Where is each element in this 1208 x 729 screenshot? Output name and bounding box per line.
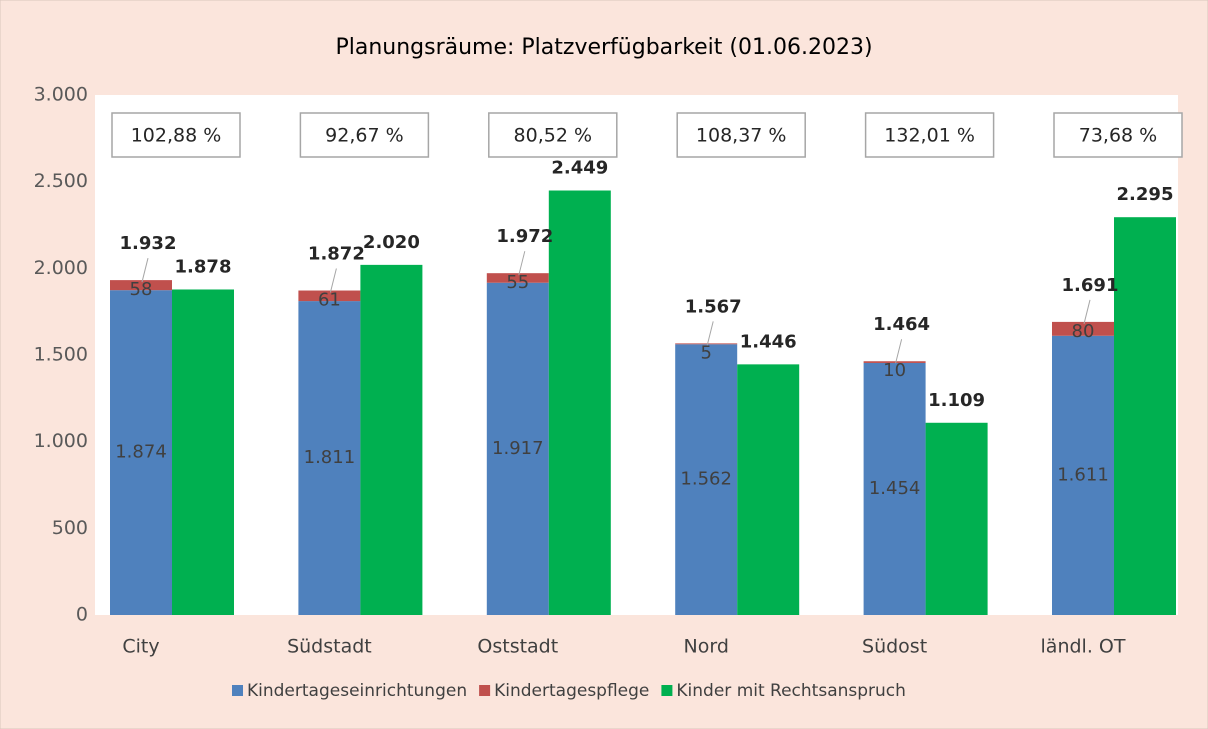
legend-label: Kinder mit Rechtsanspruch [676, 681, 906, 701]
x-tick-label: Nord [684, 636, 729, 658]
y-tick-label: 1.500 [34, 344, 88, 366]
segment-label: 80 [1072, 321, 1095, 342]
legend-swatch [479, 685, 491, 696]
bar-segment [863, 362, 926, 615]
bar-segment [1052, 321, 1114, 336]
value-label: 2.020 [363, 232, 420, 253]
value-label: 1.109 [928, 390, 985, 411]
annotation: 92,67 % [325, 125, 404, 147]
total-label: 1.972 [496, 226, 553, 247]
segment-label: 61 [318, 290, 341, 311]
y-tick-label: 0 [76, 604, 88, 626]
bar-segment [298, 301, 361, 615]
annotation: 73,68 % [1079, 125, 1158, 147]
bar-segment [172, 289, 234, 615]
annotation-box [1053, 112, 1183, 158]
legend-swatch [661, 685, 673, 696]
legend-swatch [232, 685, 243, 696]
x-tick-label: City [122, 636, 159, 658]
chart-title: Planungsräume: Platzverfügbarkeit (01.06… [335, 35, 872, 60]
leader-line [895, 339, 903, 364]
leader-line [141, 257, 149, 283]
segment-label: 1.454 [869, 478, 921, 499]
bar-segment [737, 364, 800, 615]
segment-label: 1.611 [1057, 464, 1109, 485]
y-tick-label: 2.000 [34, 257, 88, 279]
legend-label: Kindertagespflege [494, 681, 649, 701]
bar-segment [675, 344, 738, 615]
total-label: 1.872 [308, 244, 365, 265]
total-label: 1.464 [873, 314, 930, 335]
x-tick-label: Südost [862, 636, 927, 658]
bar-segment [486, 273, 549, 283]
y-tick-label: 2.500 [34, 170, 88, 192]
value-label: 1.446 [740, 331, 797, 352]
annotation-box [676, 112, 806, 158]
x-tick-label: Oststadt [477, 636, 558, 658]
total-label: 1.567 [685, 296, 742, 317]
segment-label: 10 [883, 360, 906, 381]
leader-line [1083, 299, 1091, 325]
total-label: 1.691 [1062, 275, 1119, 296]
y-tick-label: 1.000 [34, 430, 88, 452]
segment-label: 1.874 [115, 442, 167, 463]
value-label: 1.878 [175, 256, 232, 277]
annotation: 132,01 % [884, 125, 975, 147]
x-tick-label: ländl. OT [1041, 636, 1126, 658]
annotation: 108,37 % [696, 125, 787, 147]
bar-segment [863, 361, 926, 363]
segment-label: 1.562 [680, 469, 732, 490]
bar-segment [486, 282, 549, 615]
bar-segment [675, 343, 738, 345]
leader-line [706, 321, 714, 346]
value-label: 2.449 [551, 158, 608, 179]
bar-segment [110, 290, 172, 615]
segment-label: 1.917 [492, 438, 544, 459]
annotation-box [299, 112, 430, 158]
bar-segment [1114, 217, 1176, 615]
bar-segment [1052, 335, 1114, 615]
y-tick-label: 3.000 [34, 84, 88, 106]
bar-segment [925, 422, 988, 615]
annotation-box [111, 112, 241, 158]
annotation: 102,88 % [131, 125, 222, 147]
legend-label: Kindertageseinrichtungen [247, 681, 467, 701]
annotation-box [864, 112, 995, 158]
total-label: 1.932 [120, 233, 177, 254]
segment-label: 5 [700, 342, 711, 363]
bar-segment [548, 190, 611, 616]
leader-line [329, 268, 337, 293]
y-tick-label: 500 [52, 517, 88, 539]
bar-segment [110, 280, 172, 291]
value-label: 2.295 [1117, 184, 1174, 205]
bar-segment [298, 290, 361, 302]
leader-line [518, 251, 526, 276]
annotation-box [488, 112, 618, 158]
segment-label: 58 [130, 279, 153, 300]
annotation: 80,52 % [514, 125, 593, 147]
x-tick-label: Südstadt [287, 636, 372, 658]
bar-segment [360, 264, 423, 615]
segment-label: 55 [506, 272, 529, 293]
plot-area [95, 95, 1178, 615]
segment-label: 1.811 [304, 447, 356, 468]
